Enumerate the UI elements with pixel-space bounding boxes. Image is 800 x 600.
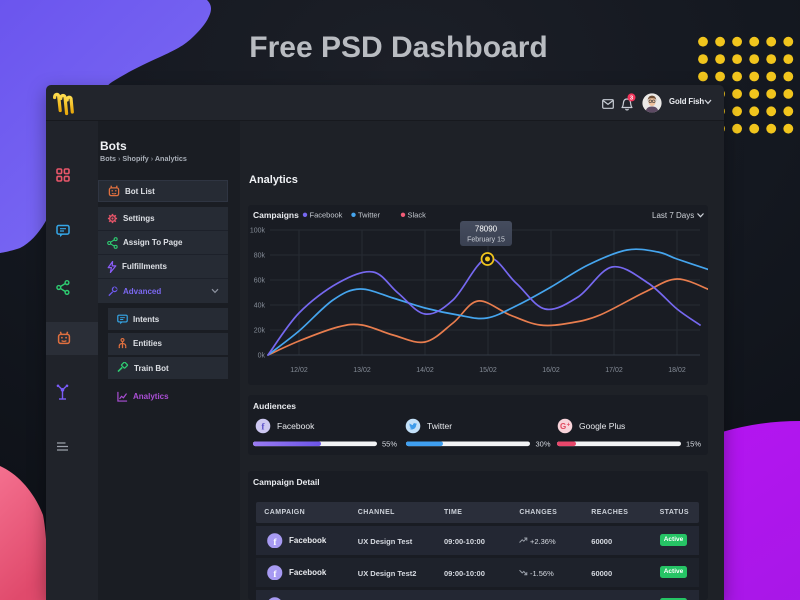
svg-text:February 15: February 15 [467,236,505,243]
svg-text:Facebook: Facebook [310,210,343,219]
svg-text:80k: 80k [254,252,266,259]
svg-text:55%: 55% [382,440,397,449]
svg-text:18/02: 18/02 [668,367,686,374]
svg-text:14/02: 14/02 [416,367,434,374]
svg-text:Twitter: Twitter [358,210,381,219]
svg-text:40k: 40k [254,302,266,309]
svg-text:60k: 60k [254,277,266,284]
svg-text:15%: 15% [686,440,701,449]
svg-text:Google Plus: Google Plus [579,421,625,431]
svg-text:30%: 30% [536,440,551,449]
svg-text:100k: 100k [250,227,266,234]
svg-text:Campaigns: Campaigns [253,210,299,220]
svg-text:f: f [273,536,277,547]
svg-text:20k: 20k [254,327,266,334]
svg-text:Last 7 Days: Last 7 Days [652,211,694,220]
svg-text:3: 3 [630,96,634,102]
svg-text:Facebook: Facebook [277,421,315,431]
svg-text:13/02: 13/02 [353,367,371,374]
svg-text:15/02: 15/02 [479,367,497,374]
svg-text:0k: 0k [258,352,266,359]
svg-text:f: f [273,568,277,579]
svg-text:Twitter: Twitter [427,421,452,431]
svg-text:Slack: Slack [408,210,427,219]
svg-text:16/02: 16/02 [542,367,560,374]
svg-text:f: f [261,423,265,433]
svg-text:G: G [560,422,566,431]
svg-text:17/02: 17/02 [605,367,623,374]
svg-text:12/02: 12/02 [290,367,308,374]
svg-text:78090: 78090 [475,224,498,233]
svg-text:+: + [567,423,571,429]
